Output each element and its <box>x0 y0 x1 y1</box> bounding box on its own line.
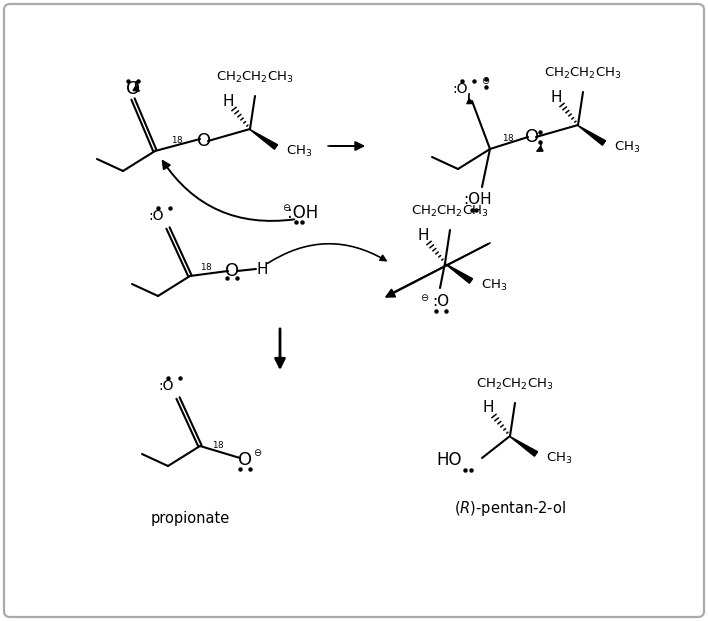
Text: H: H <box>222 94 234 109</box>
Text: $^{18}$: $^{18}$ <box>171 137 183 150</box>
FancyBboxPatch shape <box>4 4 704 617</box>
Text: H: H <box>256 261 268 276</box>
Text: :O: :O <box>452 82 468 96</box>
Text: O: O <box>225 262 239 280</box>
Polygon shape <box>250 129 278 149</box>
Text: propionate: propionate <box>150 510 229 525</box>
Text: CH$_2$CH$_2$CH$_3$: CH$_2$CH$_2$CH$_3$ <box>476 376 554 392</box>
Text: CH$_3$: CH$_3$ <box>481 278 508 292</box>
Text: :OH: :OH <box>464 191 492 207</box>
Text: $(R)$-pentan-2-ol: $(R)$-pentan-2-ol <box>454 499 566 517</box>
Text: $^{18}$: $^{18}$ <box>200 263 212 276</box>
Polygon shape <box>445 263 472 283</box>
Text: $^{\ominus}$: $^{\ominus}$ <box>421 294 430 308</box>
Text: $^{\ominus}$: $^{\ominus}$ <box>253 449 263 463</box>
Text: H: H <box>482 401 493 415</box>
Text: CH$_2$CH$_2$CH$_3$: CH$_2$CH$_2$CH$_3$ <box>216 70 294 84</box>
Text: HO: HO <box>437 451 462 469</box>
Text: H: H <box>550 89 561 104</box>
Text: $^{\ominus}$: $^{\ominus}$ <box>481 77 491 91</box>
Text: $^{18}$: $^{18}$ <box>212 442 224 455</box>
Text: CH$_3$: CH$_3$ <box>546 450 573 466</box>
Text: O: O <box>197 132 211 150</box>
Text: :O: :O <box>159 379 174 393</box>
Text: CH$_2$CH$_2$CH$_3$: CH$_2$CH$_2$CH$_3$ <box>544 65 622 81</box>
Text: :OH: :OH <box>287 204 319 222</box>
Text: $^{18}$: $^{18}$ <box>502 135 514 148</box>
Text: :O: :O <box>149 209 164 223</box>
Polygon shape <box>578 125 605 145</box>
Text: $^{\ominus}$: $^{\ominus}$ <box>282 204 292 218</box>
Text: O: O <box>525 128 539 146</box>
Polygon shape <box>510 437 537 456</box>
Text: O: O <box>238 451 252 469</box>
Text: H: H <box>417 227 429 242</box>
Text: O: O <box>126 80 140 98</box>
Text: CH$_3$: CH$_3$ <box>614 140 641 155</box>
Text: CH$_2$CH$_2$CH$_3$: CH$_2$CH$_2$CH$_3$ <box>411 204 489 219</box>
Text: :O: :O <box>433 294 450 309</box>
Text: CH$_3$: CH$_3$ <box>286 143 312 158</box>
